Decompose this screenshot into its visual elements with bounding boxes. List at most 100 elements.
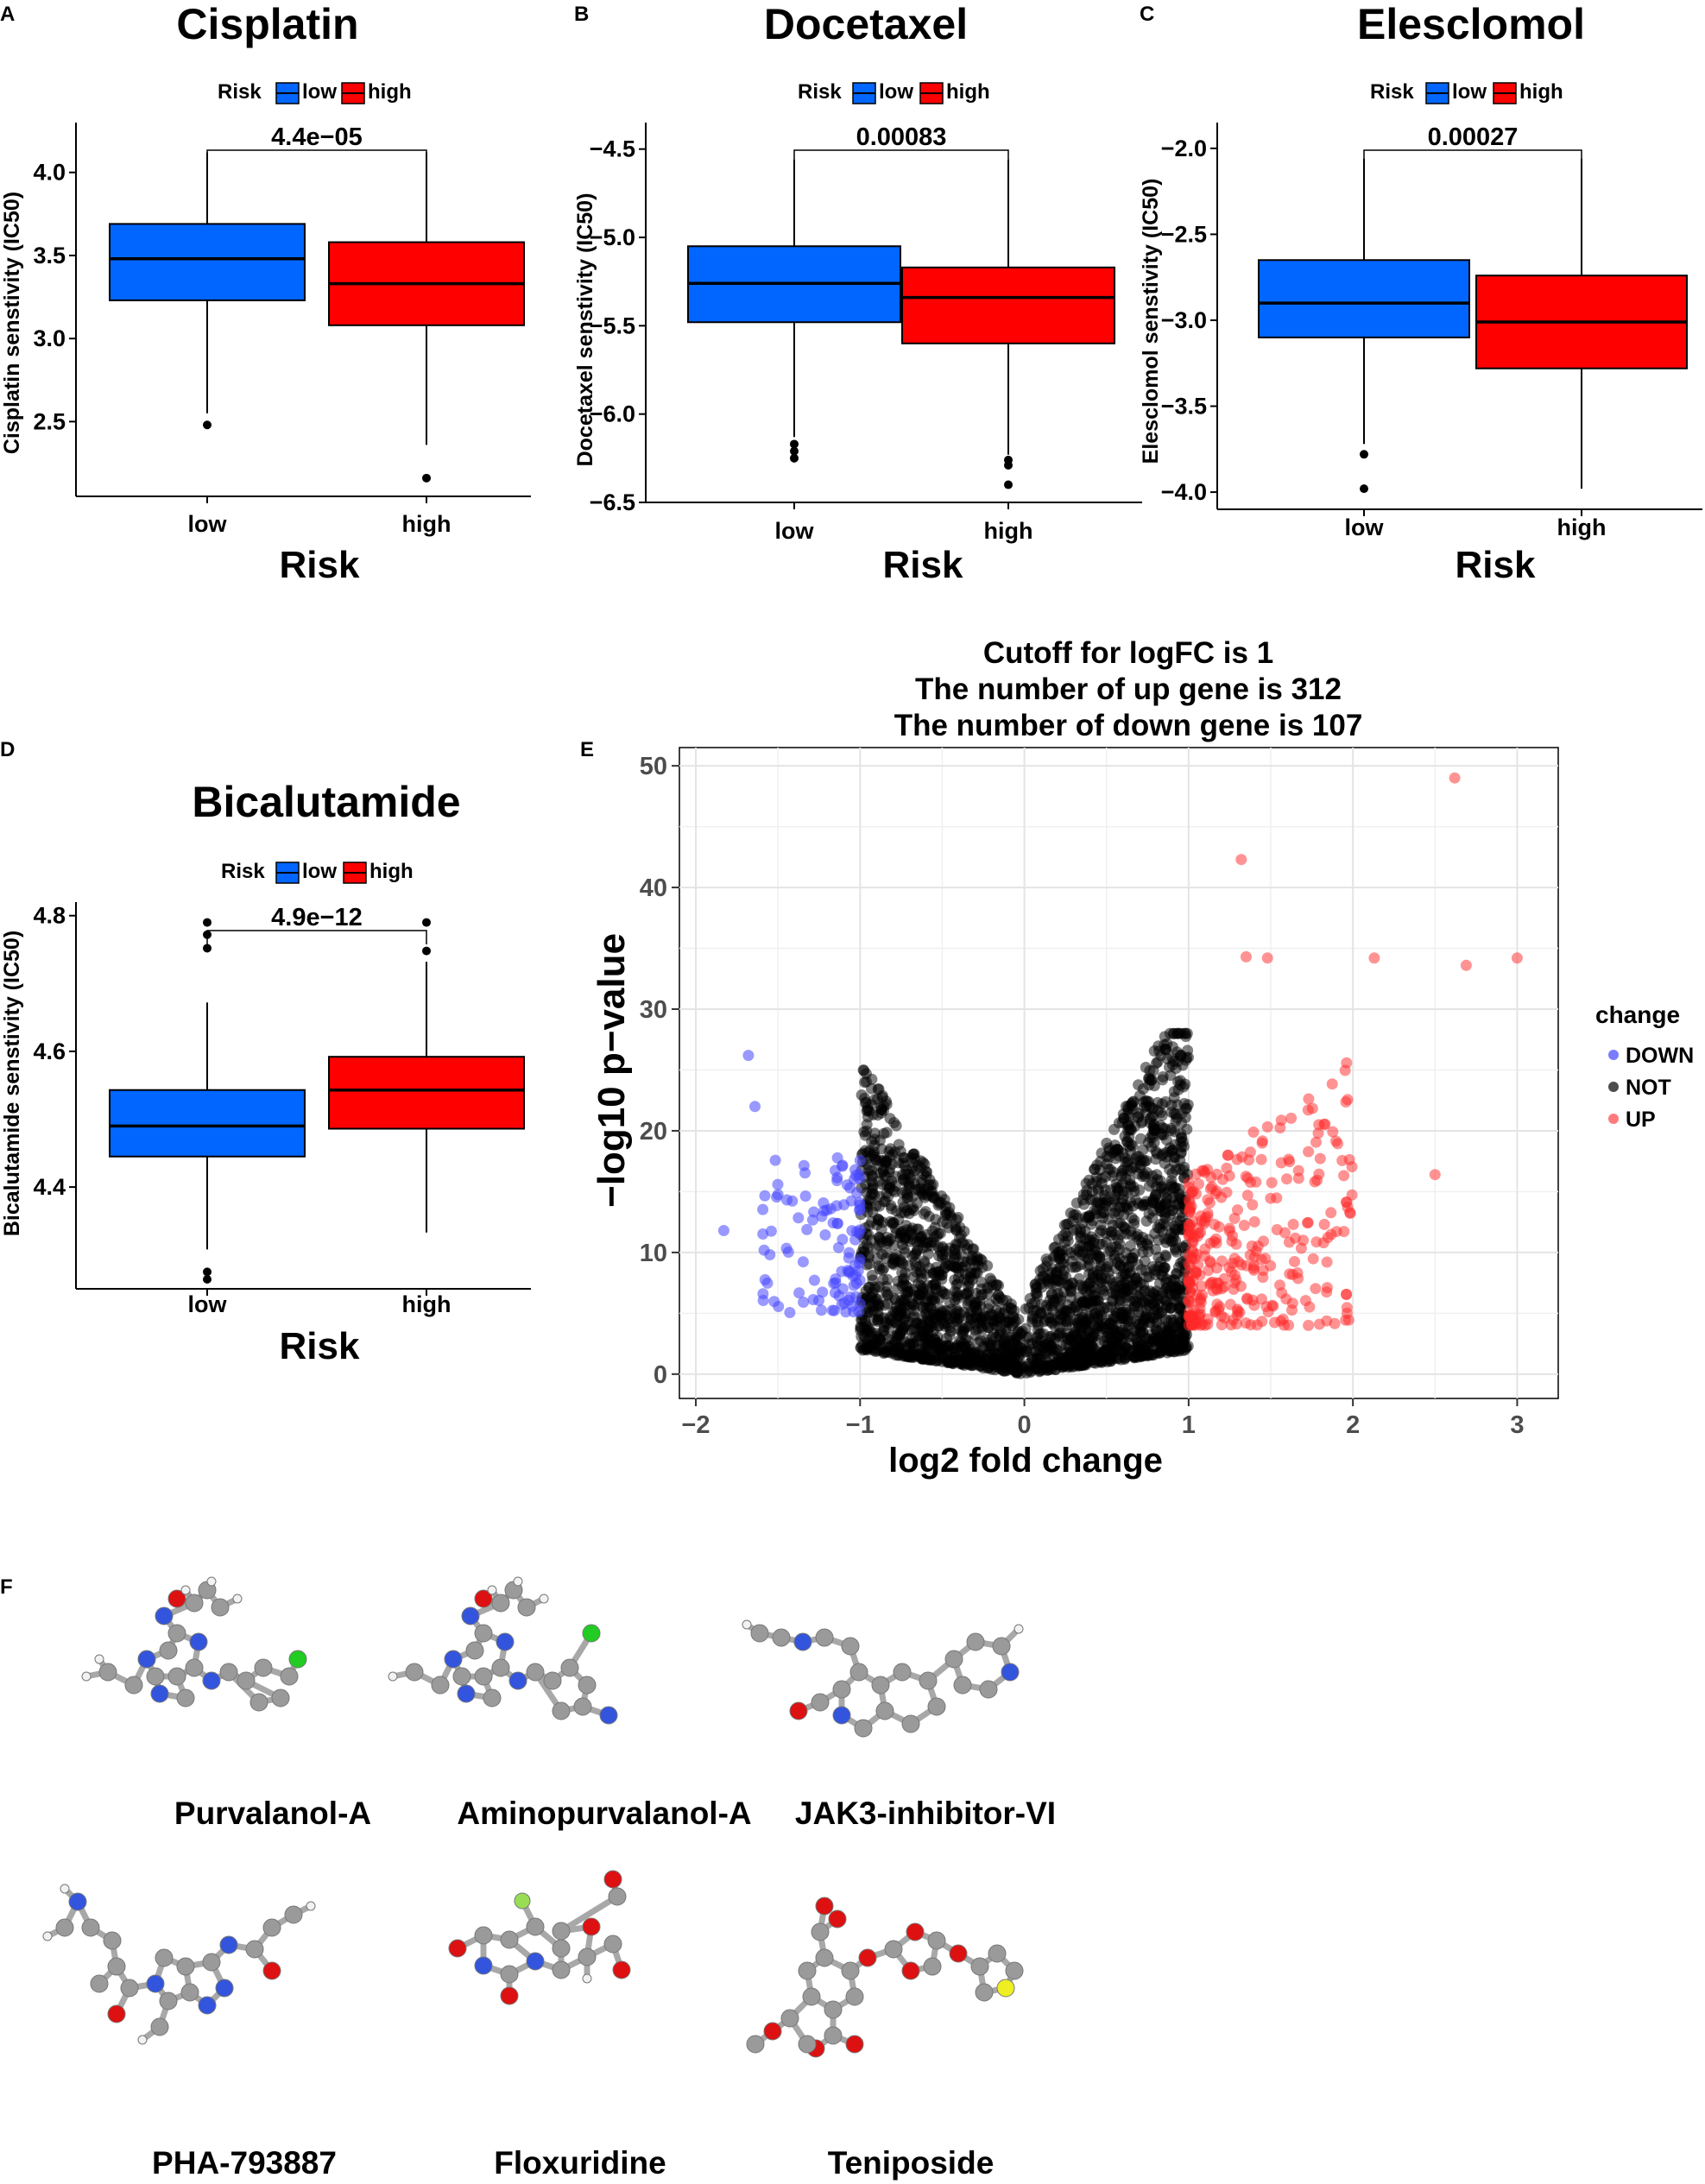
point-down: [793, 1212, 805, 1224]
atom-c: [578, 1947, 597, 1966]
point-not: [1031, 1362, 1043, 1374]
point-not: [1172, 1197, 1184, 1209]
point-not: [995, 1313, 1007, 1324]
point-up: [1291, 1267, 1304, 1278]
molecule-pha-793887: [42, 1884, 316, 2045]
point-not: [981, 1349, 993, 1361]
legend: Risk low high: [218, 80, 412, 104]
point-up: [1312, 1127, 1324, 1139]
point-not: [900, 1186, 912, 1198]
point-up: [1340, 1314, 1352, 1326]
point-not: [866, 1269, 878, 1281]
box-panel-bicalutamide: Bicalutamide Risk low high Bicalutamide …: [0, 778, 531, 1367]
point-up: [1271, 1192, 1283, 1204]
panel-title: Docetaxel: [764, 0, 968, 48]
point-up: [1313, 1168, 1325, 1180]
y-tick-label: 4.4: [33, 1174, 66, 1200]
y-tick-label: −4.5: [590, 136, 635, 162]
point-not: [1159, 1044, 1171, 1056]
atom-c: [841, 1637, 860, 1656]
atom-c: [517, 1598, 536, 1617]
point-not: [1087, 1328, 1099, 1340]
point-not: [915, 1177, 927, 1189]
atom-c: [185, 1658, 204, 1677]
point-down: [826, 1304, 838, 1316]
point-not: [1070, 1197, 1083, 1209]
point-not: [898, 1303, 910, 1314]
point-not: [909, 1165, 921, 1177]
point-not: [1154, 1175, 1166, 1187]
point-not: [1176, 1141, 1188, 1153]
point-not: [871, 1253, 883, 1265]
point-not: [1164, 1336, 1176, 1348]
point-down: [780, 1242, 793, 1254]
point-not: [1124, 1174, 1136, 1186]
atom-c: [871, 1676, 890, 1695]
point-not: [965, 1314, 977, 1326]
point-not: [1138, 1168, 1150, 1180]
point-not: [1124, 1240, 1136, 1252]
x-tick-label: 1: [1182, 1411, 1196, 1439]
point-not: [861, 1105, 873, 1117]
point-down: [850, 1170, 862, 1182]
atom-o: [474, 1589, 493, 1608]
atom-n: [198, 1996, 217, 2015]
point-not: [1168, 1092, 1180, 1104]
atom-c: [798, 1961, 817, 1980]
atom-c: [219, 1663, 238, 1682]
legend-label-up: UP: [1626, 1108, 1656, 1132]
y-tick-label: 50: [640, 753, 667, 780]
atom-n: [461, 1606, 480, 1625]
point-not: [1171, 1027, 1184, 1039]
atom-n: [137, 1650, 156, 1669]
atom-c: [923, 1957, 942, 1976]
point-not: [1104, 1164, 1116, 1176]
box-low: [1258, 259, 1470, 338]
point-not: [1045, 1363, 1058, 1375]
point-not: [931, 1230, 943, 1242]
point-down: [854, 1154, 866, 1166]
atom-n: [599, 1706, 618, 1725]
atom-c: [884, 1940, 903, 1959]
point-not: [1154, 1278, 1165, 1290]
atom-c: [180, 1983, 199, 2002]
atom-n: [496, 1632, 515, 1651]
atom-n: [219, 1935, 238, 1954]
point-not: [873, 1298, 885, 1310]
atom-c: [500, 1930, 519, 1949]
boxes: [687, 159, 1115, 489]
molecule-label-teniposide: Teniposide: [828, 2145, 995, 2181]
atom-h: [388, 1671, 398, 1682]
point-up: [1286, 1297, 1298, 1310]
volcano-title-line-2: The number of up gene is 312: [915, 672, 1342, 706]
point-not: [905, 1348, 917, 1360]
atom-c: [578, 1676, 597, 1695]
point-down: [816, 1304, 827, 1316]
atom-h: [81, 1671, 92, 1682]
point-up: [1248, 1215, 1260, 1228]
atom-c: [893, 1663, 912, 1682]
atom-c: [927, 1697, 946, 1716]
atom-n: [457, 1684, 476, 1703]
point-up: [1338, 1170, 1350, 1182]
point-up: [1247, 1199, 1259, 1211]
point-not: [1083, 1310, 1095, 1322]
point-not: [1110, 1311, 1121, 1323]
point-not: [1055, 1302, 1067, 1314]
x-axis-label: log2 fold change: [888, 1442, 1163, 1480]
atom-c: [176, 1957, 195, 1976]
atom-c: [474, 1926, 493, 1945]
point-not: [1110, 1263, 1121, 1275]
point-up: [1187, 1282, 1198, 1294]
atom-c: [750, 1624, 769, 1643]
point-up: [1202, 1210, 1214, 1222]
point-down: [831, 1175, 843, 1187]
point-not: [1037, 1263, 1049, 1275]
point-not: [1100, 1272, 1112, 1285]
point-up: [1460, 959, 1472, 971]
atom-o: [789, 1701, 808, 1720]
point-down: [764, 1249, 776, 1260]
point-not: [894, 1146, 906, 1158]
y-tick-label: −4.0: [1161, 479, 1207, 505]
